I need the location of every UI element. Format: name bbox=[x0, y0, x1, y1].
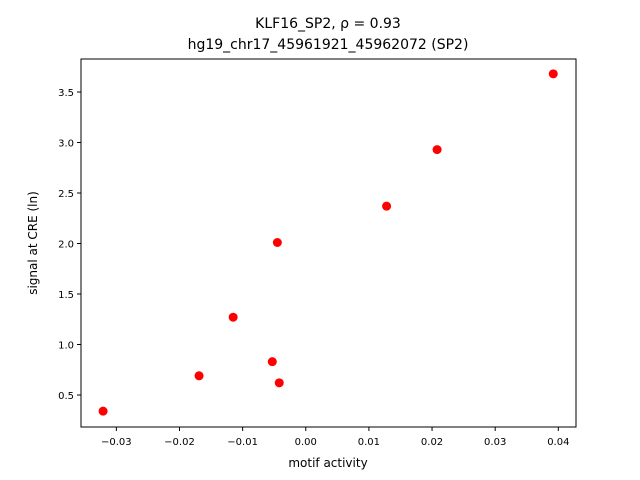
chart-title: KLF16_SP2, ρ = 0.93 bbox=[255, 16, 401, 32]
y-axis-label: signal at CRE (ln) bbox=[26, 191, 40, 295]
y-tick-label: 2.5 bbox=[58, 189, 74, 200]
chart-subtitle: hg19_chr17_45961921_45962072 (SP2) bbox=[188, 37, 469, 53]
y-tick-label: 0.5 bbox=[58, 391, 74, 402]
y-tick-label: 3.0 bbox=[58, 139, 74, 150]
point bbox=[98, 406, 108, 416]
y-tick-label: 2.0 bbox=[58, 240, 74, 251]
point bbox=[267, 357, 277, 367]
plot-frame bbox=[80, 58, 577, 428]
y-tick-label: 3.5 bbox=[58, 88, 74, 99]
y-tick-label: 1.0 bbox=[58, 340, 74, 351]
point bbox=[272, 237, 282, 247]
point bbox=[548, 69, 558, 79]
point bbox=[432, 145, 442, 155]
x-axis-label: motif activity bbox=[288, 456, 367, 470]
x-tick-label: 0.04 bbox=[547, 437, 569, 448]
x-tick-label: 0.03 bbox=[484, 437, 506, 448]
y-tick-label: 1.5 bbox=[58, 290, 74, 301]
point bbox=[194, 371, 204, 381]
point bbox=[382, 201, 392, 211]
x-tick-label: −0.02 bbox=[164, 437, 195, 448]
x-tick-label: 0.00 bbox=[295, 437, 317, 448]
x-tick-label: 0.01 bbox=[358, 437, 380, 448]
point bbox=[274, 378, 284, 388]
point bbox=[228, 312, 238, 322]
x-tick-label: −0.03 bbox=[101, 437, 132, 448]
x-tick-label: −0.01 bbox=[227, 437, 258, 448]
x-tick-label: 0.02 bbox=[421, 437, 443, 448]
